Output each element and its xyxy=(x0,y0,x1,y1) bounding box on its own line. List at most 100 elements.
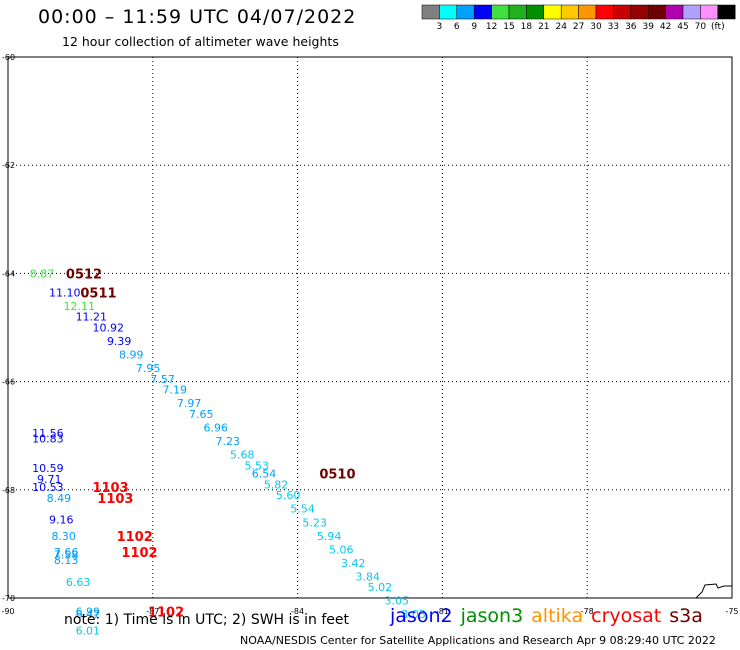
wave-height-point: 5.53 xyxy=(245,459,269,472)
wave-height-point: 7.97 xyxy=(177,397,202,410)
wave-height-point: 10.92 xyxy=(92,322,124,335)
colorbar-tick-label: 39 xyxy=(642,22,654,32)
wave-height-point: 5.06 xyxy=(329,543,354,556)
time-label: 1102 xyxy=(148,606,184,621)
wave-height-point: 6.63 xyxy=(66,576,91,589)
time-label: 0511 xyxy=(80,286,116,301)
footer-note: note: 1) Time is in UTC; 2) SWH is in fe… xyxy=(64,612,350,628)
chart-subtitle: 12 hour collection of altimeter wave hei… xyxy=(62,34,339,49)
colorbar-swatch xyxy=(439,4,458,20)
colorbar-tick-label: (ft) xyxy=(711,22,725,32)
wave-height-point: 9.39 xyxy=(107,335,131,348)
wave-height-point: 5.94 xyxy=(317,530,342,543)
wave-height-point: 7.66 xyxy=(54,546,79,559)
satellite-legend: jason2 jason3 altika cryosat s3a xyxy=(390,605,711,627)
colorbar-swatch xyxy=(526,4,545,20)
y-tick-label: -60 xyxy=(2,53,15,62)
wave-height-point: 5.68 xyxy=(230,449,255,462)
x-tick-label: -90 xyxy=(1,607,14,616)
y-tick-label: -62 xyxy=(2,161,15,170)
colorbar-tick-label: 24 xyxy=(555,22,567,32)
colorbar-tick-label: 36 xyxy=(625,22,637,32)
plot-frame xyxy=(7,56,733,599)
wave-height-point: 5.54 xyxy=(290,503,315,516)
colorbar-swatch xyxy=(421,4,440,20)
wave-height-point: 8.99 xyxy=(119,349,144,362)
colorbar-swatch xyxy=(647,4,666,20)
colorbar-swatch xyxy=(630,4,649,20)
wave-height-point: 6.47 xyxy=(76,608,101,621)
x-tick-label: -81 xyxy=(436,607,449,616)
legend-cryosat: cryosat xyxy=(591,605,662,627)
wave-height-point: 6.96 xyxy=(203,422,228,435)
wave-height-point: 9.71 xyxy=(37,473,62,486)
colorbar-tick-label: 70 xyxy=(695,22,707,32)
colorbar-swatch xyxy=(560,4,579,20)
chart-title: 00:00 – 11:59 UTC 04/07/2022 xyxy=(38,6,357,28)
colorbar-swatch xyxy=(665,4,684,20)
colorbar-swatch xyxy=(491,4,510,20)
colorbar-tick-label: 27 xyxy=(573,22,584,32)
colorbar-swatch xyxy=(543,4,562,20)
x-tick-label: -84 xyxy=(291,607,304,616)
wave-height-point: 7.65 xyxy=(189,408,214,421)
wave-height-point: 8.87 xyxy=(30,267,55,280)
colorbar-tick-label: 42 xyxy=(660,22,671,32)
wave-height-point: 11.56 xyxy=(32,427,64,440)
wave-height-point: 3.03 xyxy=(401,608,426,621)
colorbar-tick-label: 6 xyxy=(454,22,460,32)
wave-height-point: 6.99 xyxy=(76,606,101,619)
time-label: 1102 xyxy=(117,530,153,545)
time-label: 1102 xyxy=(121,546,157,561)
time-label: 1103 xyxy=(92,481,128,496)
wave-height-point: 10.83 xyxy=(32,432,64,445)
colorbar-tick-label: 12 xyxy=(486,22,497,32)
colorbar-tick-label: 15 xyxy=(503,22,514,32)
wave-height-point: 10.59 xyxy=(32,462,64,475)
wave-height-point: 5.82 xyxy=(264,478,289,491)
wave-height-point: 7.57 xyxy=(150,373,175,386)
colorbar-tick-label: 21 xyxy=(538,22,549,32)
colorbar-tick-label: 9 xyxy=(471,22,477,32)
legend-jason3: jason3 xyxy=(460,605,524,627)
wave-height-point: 7.23 xyxy=(216,435,241,448)
y-tick-label: -70 xyxy=(2,594,15,603)
y-tick-label: -68 xyxy=(2,486,15,495)
wave-height-point: 3.05 xyxy=(384,595,409,608)
colorbar-tick-label: 33 xyxy=(608,22,619,32)
wave-height-point: 11.21 xyxy=(76,311,108,324)
colorbar-swatch xyxy=(473,4,492,20)
wave-height-point: 8.13 xyxy=(54,554,79,567)
colorbar-swatch xyxy=(508,4,527,20)
wave-height-point: 5.02 xyxy=(368,581,393,594)
wave-height-point: 10.53 xyxy=(32,481,64,494)
wave-height-point: 6.54 xyxy=(252,468,277,481)
wave-height-point: 11.10 xyxy=(49,286,81,299)
wave-height-point: 8.30 xyxy=(51,530,76,543)
colorbar-swatch xyxy=(456,4,475,20)
wave-height-point: 7.19 xyxy=(162,384,187,397)
colorbar-swatch xyxy=(613,4,632,20)
colorbar-tick-label: 30 xyxy=(590,22,602,32)
x-tick-label: -78 xyxy=(581,607,594,616)
legend-s3a: s3a xyxy=(669,605,703,627)
colorbar-swatch xyxy=(717,4,736,20)
y-tick-label: -66 xyxy=(2,378,15,387)
colorbar-tick-label: 45 xyxy=(677,22,688,32)
wave-height-point: 5.23 xyxy=(302,516,327,529)
colorbar-swatch xyxy=(700,4,719,20)
wave-height-point: 7.95 xyxy=(136,362,161,375)
legend-jason2: jason2 xyxy=(390,605,453,627)
wave-height-point: 5.60 xyxy=(276,489,301,502)
wave-height-point: 12.11 xyxy=(64,300,96,313)
y-tick-label: -64 xyxy=(2,269,15,278)
wave-height-point: 3.84 xyxy=(356,570,381,583)
wave-height-point: 8.49 xyxy=(47,492,72,505)
colorbar-swatch xyxy=(595,4,614,20)
time-label: 1103 xyxy=(97,492,133,507)
time-label: 0510 xyxy=(319,468,355,483)
x-tick-label: -75 xyxy=(725,607,738,616)
time-label: 0512 xyxy=(66,267,102,282)
colorbar-tick-label: 18 xyxy=(521,22,533,32)
